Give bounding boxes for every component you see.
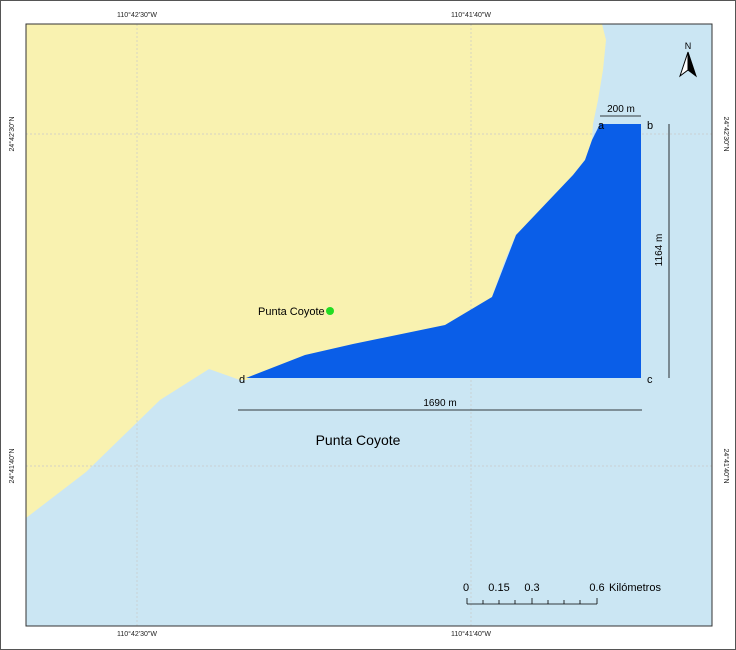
sea-label: Punta Coyote xyxy=(316,432,401,448)
north-label: N xyxy=(685,41,692,51)
corner-a: a xyxy=(598,120,605,132)
graticule-top-1: 110°42'30"W xyxy=(117,11,157,19)
graticule-top-2: 110°41'40"W xyxy=(451,11,491,19)
scale-unit: Kilómetros xyxy=(609,582,661,594)
corner-d: d xyxy=(239,374,245,386)
scale-tick-0: 0 xyxy=(463,582,469,594)
place-marker-icon xyxy=(326,307,334,315)
scale-tick-1: 0.15 xyxy=(488,582,509,594)
study-area-polygon xyxy=(246,124,641,378)
corner-b: b xyxy=(647,120,653,132)
dimension-top-width: 200 m xyxy=(607,104,635,115)
dimension-bottom-width: 1690 m xyxy=(423,398,456,409)
corner-c: c xyxy=(647,374,653,386)
dimension-height: 1164 m xyxy=(654,234,665,267)
north-arrow-icon xyxy=(679,51,697,78)
place-label: Punta Coyote xyxy=(258,306,325,318)
graticule-bottom-1: 110°42'30"W xyxy=(117,630,157,638)
graticule-right-1: 24°42'30"N xyxy=(722,116,730,151)
graticule-left-1: 24°42'30"N xyxy=(8,116,16,151)
graticule-left-2: 24°41'40"N xyxy=(8,448,16,483)
map-inner-frame xyxy=(25,23,713,627)
scale-tick-2: 0.3 xyxy=(524,582,539,594)
graticule-bottom-2: 110°41'40"W xyxy=(451,630,491,638)
scale-bar xyxy=(466,598,598,605)
land-area xyxy=(26,24,606,518)
scale-tick-3: 0.6 xyxy=(589,582,604,594)
graticule-right-2: 24°41'40"N xyxy=(722,448,730,483)
dimension-lines xyxy=(238,115,670,411)
